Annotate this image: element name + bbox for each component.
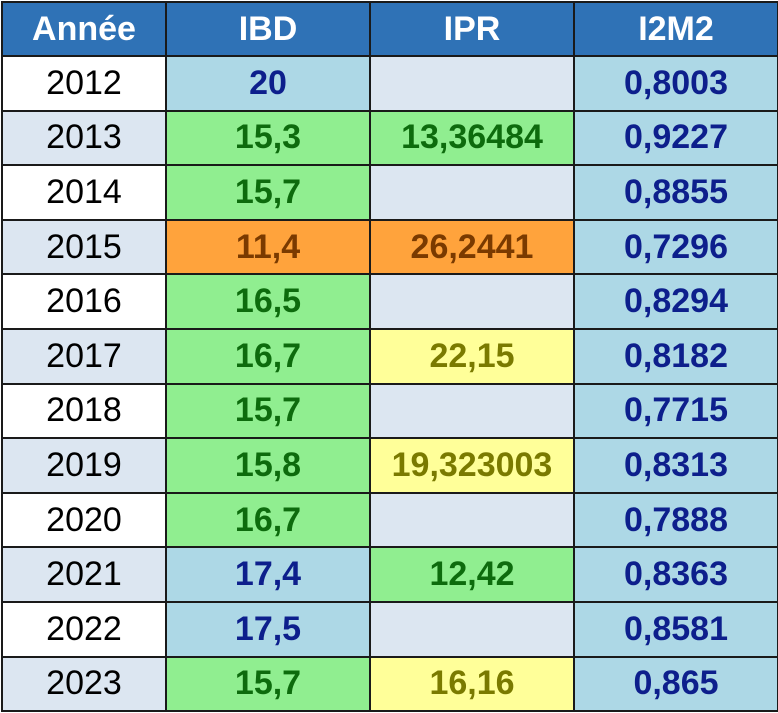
ipr-cell: 19,323003 [369,437,575,494]
ipr-cell: 22,15 [369,327,575,385]
ibd-cell: 15,7 [165,655,371,713]
i2m2-cell: 0,8363 [573,546,778,603]
ipr-cell: 12,42 [369,546,575,603]
i2m2-cell: 0,7715 [573,382,778,440]
year-cell: 2019 [1,437,167,494]
ibd-cell: 16,5 [165,273,371,330]
table-header: Année IBD IPR I2M2 [1,1,778,57]
table-row: 2014 15,7 0,8855 [1,164,778,221]
ipr-cell: 13,36484 [369,109,575,167]
ipr-cell: 26,2441 [369,218,575,276]
ibd-cell: 17,5 [165,600,371,658]
table-row: 2016 16,5 0,8294 [1,273,778,330]
table-row: 2013 15,3 13,36484 0,9227 [1,109,778,167]
i2m2-cell: 0,8313 [573,437,778,494]
header-row: Année IBD IPR I2M2 [1,1,778,57]
ipr-cell [369,600,575,658]
table-row: 2018 15,7 0,7715 [1,382,778,440]
table-row: 2022 17,5 0,8581 [1,600,778,658]
ibd-cell: 15,7 [165,382,371,440]
table-row: 2023 15,7 16,16 0,865 [1,655,778,713]
ibd-cell: 20 [165,55,371,112]
table-row: 2015 11,4 26,2441 0,7296 [1,218,778,276]
table-row: 2020 16,7 0,7888 [1,491,778,549]
header-ibd: IBD [165,1,371,57]
i2m2-cell: 0,8294 [573,273,778,330]
year-cell: 2017 [1,327,167,385]
header-ipr: IPR [369,1,575,57]
ipr-cell [369,491,575,549]
ipr-cell [369,273,575,330]
i2m2-cell: 0,865 [573,655,778,713]
i2m2-cell: 0,7296 [573,218,778,276]
ipr-cell [369,55,575,112]
header-i2m2: I2M2 [573,1,778,57]
ibd-cell: 15,7 [165,164,371,221]
i2m2-cell: 0,7888 [573,491,778,549]
year-cell: 2015 [1,218,167,276]
table-row: 2019 15,8 19,323003 0,8313 [1,437,778,494]
table-row: 2012 20 0,8003 [1,55,778,112]
year-cell: 2020 [1,491,167,549]
table-row: 2021 17,4 12,42 0,8363 [1,546,778,603]
table-row: 2017 16,7 22,15 0,8182 [1,327,778,385]
year-cell: 2012 [1,55,167,112]
ibd-cell: 11,4 [165,218,371,276]
table-body: 2012 20 0,8003 2013 15,3 13,36484 0,9227… [1,55,778,713]
year-cell: 2016 [1,273,167,330]
ibd-cell: 15,8 [165,437,371,494]
i2m2-cell: 0,8855 [573,164,778,221]
ibd-cell: 16,7 [165,491,371,549]
year-cell: 2021 [1,546,167,603]
i2m2-cell: 0,8182 [573,327,778,385]
year-cell: 2014 [1,164,167,221]
ipr-cell [369,382,575,440]
year-cell: 2022 [1,600,167,658]
ibd-cell: 17,4 [165,546,371,603]
year-cell: 2018 [1,382,167,440]
ibd-cell: 15,3 [165,109,371,167]
header-year: Année [1,1,167,57]
year-cell: 2023 [1,655,167,713]
i2m2-cell: 0,8003 [573,55,778,112]
year-cell: 2013 [1,109,167,167]
i2m2-cell: 0,9227 [573,109,778,167]
ipr-cell: 16,16 [369,655,575,713]
i2m2-cell: 0,8581 [573,600,778,658]
ibd-cell: 16,7 [165,327,371,385]
ipr-cell [369,164,575,221]
